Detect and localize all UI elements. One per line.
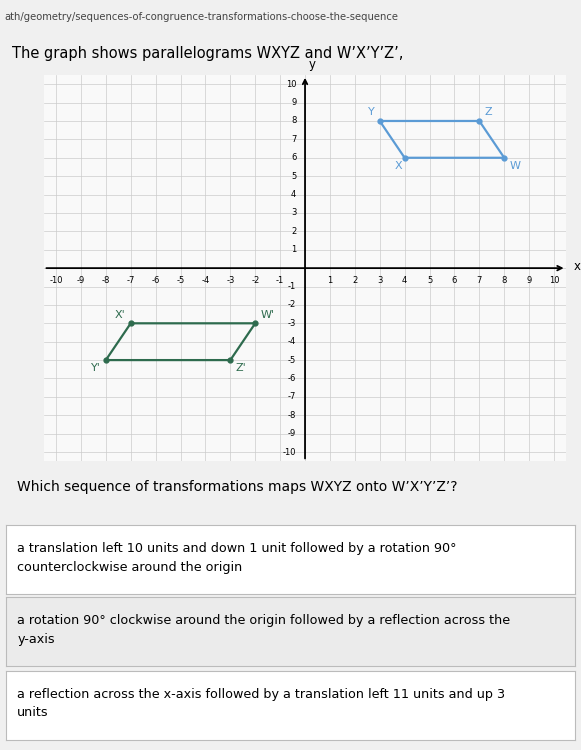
Text: 9: 9 — [291, 98, 296, 107]
Text: 6: 6 — [291, 153, 296, 162]
Text: -5: -5 — [288, 356, 296, 364]
Text: W: W — [509, 160, 520, 170]
Text: 1: 1 — [291, 245, 296, 254]
Text: -1: -1 — [276, 277, 284, 286]
Text: -7: -7 — [127, 277, 135, 286]
Text: Z: Z — [485, 107, 492, 117]
Text: 4: 4 — [291, 190, 296, 199]
Text: ath/geometry/sequences-of-congruence-transformations-choose-the-sequence: ath/geometry/sequences-of-congruence-tra… — [5, 12, 399, 22]
Text: -6: -6 — [288, 374, 296, 383]
Text: -2: -2 — [251, 277, 259, 286]
Text: x: x — [574, 260, 581, 273]
Text: -1: -1 — [288, 282, 296, 291]
Text: 7: 7 — [291, 135, 296, 144]
Text: 2: 2 — [352, 277, 357, 286]
Text: -9: -9 — [288, 429, 296, 438]
Text: -8: -8 — [102, 277, 110, 286]
Text: 10: 10 — [286, 80, 296, 88]
Text: The graph shows parallelograms WXYZ and W’X’Y’Z’,: The graph shows parallelograms WXYZ and … — [12, 46, 403, 61]
Text: -7: -7 — [288, 392, 296, 401]
Text: -4: -4 — [201, 277, 210, 286]
Text: 3: 3 — [291, 209, 296, 218]
Text: -8: -8 — [288, 411, 296, 420]
Text: 7: 7 — [476, 277, 482, 286]
Text: -10: -10 — [49, 277, 63, 286]
Text: a translation left 10 units and down 1 unit followed by a rotation 90°
countercl: a translation left 10 units and down 1 u… — [17, 542, 457, 574]
Text: -3: -3 — [288, 319, 296, 328]
Text: 5: 5 — [427, 277, 432, 286]
Text: -6: -6 — [152, 277, 160, 286]
Text: 9: 9 — [526, 277, 532, 286]
Text: 5: 5 — [291, 172, 296, 181]
Text: 3: 3 — [377, 277, 382, 286]
Text: 10: 10 — [549, 277, 560, 286]
Text: -10: -10 — [283, 448, 296, 457]
Text: -5: -5 — [177, 277, 185, 286]
Text: 4: 4 — [402, 277, 407, 286]
Text: 1: 1 — [327, 277, 332, 286]
Text: 8: 8 — [291, 116, 296, 125]
Text: Which sequence of transformations maps WXYZ onto W’X’Y’Z’?: Which sequence of transformations maps W… — [17, 481, 458, 494]
Text: 6: 6 — [452, 277, 457, 286]
Text: W': W' — [260, 310, 274, 320]
Text: y: y — [309, 58, 315, 71]
Text: a rotation 90° clockwise around the origin followed by a reflection across the
y: a rotation 90° clockwise around the orig… — [17, 614, 510, 646]
Text: a reflection across the x-axis followed by a translation left 11 units and up 3
: a reflection across the x-axis followed … — [17, 688, 505, 719]
Text: -9: -9 — [77, 277, 85, 286]
Text: 2: 2 — [291, 226, 296, 236]
Text: Y: Y — [368, 107, 375, 117]
Text: -3: -3 — [226, 277, 235, 286]
Text: Z': Z' — [235, 363, 246, 373]
Text: X: X — [394, 160, 402, 170]
Text: -2: -2 — [288, 301, 296, 310]
Text: Y': Y' — [91, 363, 101, 373]
Text: 8: 8 — [501, 277, 507, 286]
Text: -4: -4 — [288, 338, 296, 346]
Text: X': X' — [115, 310, 125, 320]
